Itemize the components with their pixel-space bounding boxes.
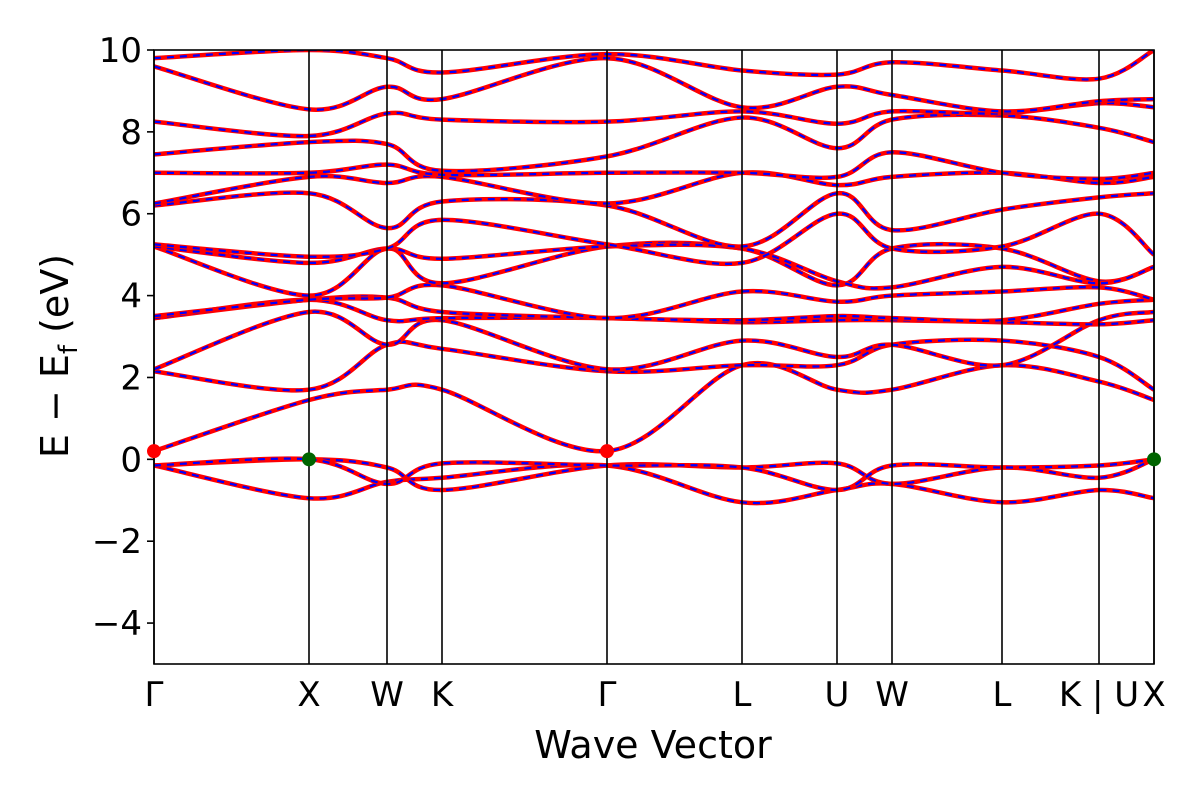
extremum-point-1 [147,444,161,459]
band-line-1 [154,462,1154,506]
band-line-16-dash [154,113,1154,173]
x-tick-label-5: Γ [598,675,617,715]
extremum-point-2 [600,444,614,459]
band-line-1-dash [154,463,1154,505]
band-line-14 [154,170,1154,206]
y-tick-label-6: 6 [120,195,142,235]
x-axis-title: Wave Vector [534,723,772,767]
y-tick-label-2: −2 [92,522,142,562]
plot-frame [153,49,1155,665]
y-tick-label-5: 4 [120,277,142,317]
band-line-19 [154,50,1154,82]
band-line-15 [154,150,1154,182]
band-line-18-dash [154,57,1154,113]
band-line-5 [154,337,1154,393]
band-line-19-dash [154,50,1154,81]
x-tick-label-3: W [370,675,404,715]
band-line-10 [154,240,1154,298]
band-line-14-dash [154,171,1154,205]
x-tick-label-2: X [297,675,320,715]
y-tick-label-7: 8 [120,113,142,153]
band-line-13 [154,190,1154,249]
y-axis-title-subscript: f [54,344,84,354]
y-axis-title-main: E − E [33,354,77,458]
x-tick-label-6: L [733,675,752,715]
y-axis-title: E − Ef (eV) [33,254,84,458]
y-tick-label-4: 2 [120,358,142,398]
band-line-2-dash [154,458,1154,492]
y-axis-title-unit: (eV) [33,254,77,345]
x-tick-label-10: K | U [1059,675,1139,715]
band-line-4 [154,361,1154,454]
x-tick-label-8: W [875,675,909,715]
y-tick-label-3: 0 [120,440,142,480]
band-line-15-dash [154,151,1154,181]
band-lines [154,50,1154,506]
plot-area [154,50,1154,506]
x-tick-label-11: X [1142,675,1165,715]
y-tick-label-8: 10 [99,31,142,71]
x-tick-label-9: L [993,675,1012,715]
x-tick-label-4: K [431,675,455,715]
extremum-point-3 [302,452,316,467]
band-line-12-dash [154,212,1154,265]
y-tick-label-1: −4 [92,604,142,644]
band-line-9-dash [154,283,1154,320]
x-tick-label-7: U [825,675,850,715]
band-line-10-dash [154,241,1154,297]
band-line-4-dash [154,362,1154,453]
x-tick-label-1: Γ [145,675,164,715]
band-line-18 [154,55,1154,114]
extremum-point-4 [1147,452,1161,467]
band-line-6-dash [154,310,1154,371]
